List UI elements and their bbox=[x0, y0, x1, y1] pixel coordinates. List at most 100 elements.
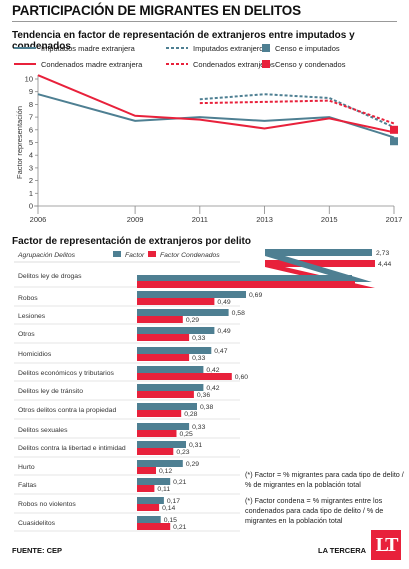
bar-label-factor: 0,38 bbox=[200, 404, 213, 411]
note-factor: (*) Factor = % migrantes para cada tipo … bbox=[245, 470, 404, 489]
bar-factor bbox=[137, 441, 186, 448]
series-line-1 bbox=[37, 93, 395, 139]
bar-condenados-overflow bbox=[265, 260, 375, 267]
bar-label-condenados: 0,12 bbox=[159, 468, 172, 475]
line-chart: Imputados madre extranjera Imputados extr… bbox=[14, 44, 402, 224]
bar-factor bbox=[137, 478, 171, 485]
bar-label-factor: 0,58 bbox=[232, 310, 245, 317]
bar-label-condenados: 0,33 bbox=[192, 335, 205, 342]
bar-label-factor: 2,73 bbox=[376, 250, 389, 257]
y-tick-label: 9 bbox=[29, 87, 33, 96]
y-tick-label: 7 bbox=[29, 113, 33, 122]
series-line-2 bbox=[37, 74, 395, 134]
bar-label-condenados: 0,36 bbox=[197, 392, 210, 399]
x-tick-label: 2013 bbox=[256, 215, 273, 224]
legend-label: Censo y condenados bbox=[275, 60, 346, 69]
y-tick-label: 5 bbox=[29, 138, 33, 147]
bar-condenados bbox=[137, 354, 190, 361]
bar-label-condenados: 0,23 bbox=[176, 449, 189, 456]
bar-label-factor: 0,29 bbox=[186, 461, 199, 468]
bar-chart-title: Factor de representación de extranjeros … bbox=[12, 236, 251, 247]
bar-label-factor: 0,17 bbox=[167, 498, 180, 505]
bar-condenados bbox=[137, 410, 182, 417]
bar-factor bbox=[137, 291, 246, 298]
series-line-3 bbox=[199, 93, 395, 129]
bar-factor bbox=[137, 497, 164, 504]
bar-label-condenados: 0,14 bbox=[162, 505, 175, 512]
bar-condenados bbox=[137, 448, 174, 455]
bar-factor bbox=[137, 366, 204, 373]
bar-factor bbox=[137, 347, 212, 354]
bar-label-condenados: 0,60 bbox=[235, 374, 248, 381]
bar-factor bbox=[137, 327, 215, 334]
bar-label-factor: 0,31 bbox=[189, 442, 202, 449]
category-label: Hurto bbox=[18, 464, 35, 471]
bar-factor bbox=[137, 460, 183, 467]
legend-swatch-factor bbox=[113, 251, 121, 257]
category-label: Lesiones bbox=[18, 313, 46, 320]
source-label: FUENTE: CEP bbox=[12, 546, 63, 555]
bar-factor bbox=[137, 275, 352, 282]
y-tick-label: 2 bbox=[29, 176, 33, 185]
page-title: PARTICIPACIÓN DE MIGRANTES EN DELITOS bbox=[12, 3, 301, 18]
bar-condenados bbox=[137, 298, 215, 305]
y-tick-label: 3 bbox=[29, 163, 33, 172]
bar-label-condenados: 0,21 bbox=[173, 524, 186, 531]
category-label: Faltas bbox=[18, 482, 37, 489]
bar-factor bbox=[137, 516, 161, 523]
bar-label-factor: 0,69 bbox=[249, 292, 262, 299]
category-label: Homicidios bbox=[18, 351, 52, 358]
bar-label-factor: 0,15 bbox=[164, 517, 177, 524]
legend-swatch-3 bbox=[262, 44, 270, 52]
bar-condenados bbox=[137, 391, 194, 398]
bar-label-condenados: 4,44 bbox=[378, 261, 391, 268]
bar-factor bbox=[137, 309, 229, 316]
x-tick-label: 2006 bbox=[30, 215, 47, 224]
bar-label-condenados: 0,25 bbox=[180, 431, 193, 438]
note-factor-condena: (*) Factor condena = % migrantes entre l… bbox=[245, 496, 384, 525]
category-label: Delitos sexuales bbox=[18, 427, 68, 434]
x-tick-label: 2017 bbox=[386, 215, 403, 224]
bar-condenados bbox=[137, 316, 183, 323]
bar-condenados bbox=[137, 485, 155, 492]
bar-condenados bbox=[137, 373, 232, 380]
bar-condenados bbox=[137, 504, 160, 511]
legend-label: Imputados madre extranjera bbox=[41, 44, 136, 53]
bar-factor-overflow bbox=[265, 249, 372, 256]
bar-factor bbox=[137, 384, 204, 391]
category-label: Delitos contra la libertad e intimidad bbox=[18, 445, 126, 452]
legend-label: Censo e imputados bbox=[275, 44, 340, 53]
bar-label-factor: 0,42 bbox=[206, 385, 219, 392]
category-label: Otros bbox=[18, 331, 35, 338]
bar-label-factor: 0,42 bbox=[206, 367, 219, 374]
bar-label-factor: 0,33 bbox=[192, 424, 205, 431]
series-line-4 bbox=[199, 99, 395, 125]
bar-label-factor: 0,21 bbox=[173, 479, 186, 486]
y-tick-label: 4 bbox=[29, 151, 33, 160]
brand-label: LA TERCERA bbox=[318, 546, 367, 555]
legend-label: Imputados extranjeros bbox=[193, 44, 267, 53]
x-tick-label: 2011 bbox=[192, 215, 208, 224]
line-chart-title: Tendencia en factor de representación de… bbox=[12, 30, 355, 52]
y-tick-label: 10 bbox=[25, 75, 33, 84]
series-marker-6 bbox=[390, 125, 398, 134]
y-axis-label: Factor representación bbox=[15, 106, 24, 179]
legend-label: Factor bbox=[125, 252, 145, 259]
legend-label: Condenados madre extranjera bbox=[41, 60, 143, 69]
y-tick-label: 1 bbox=[29, 189, 33, 198]
x-tick-label: 2009 bbox=[127, 215, 144, 224]
bar-condenados bbox=[137, 281, 355, 288]
bar-label-condenados: 0,33 bbox=[192, 355, 205, 362]
bar-condenados bbox=[137, 467, 156, 474]
legend-swatch-condenados bbox=[148, 251, 156, 257]
bar-condenados bbox=[137, 334, 190, 341]
title-divider bbox=[12, 21, 397, 22]
y-tick-label: 0 bbox=[29, 202, 33, 211]
y-tick-label: 8 bbox=[29, 100, 33, 109]
category-header: Agrupación Delitos bbox=[17, 252, 76, 259]
bar-label-condenados: 0,11 bbox=[157, 486, 170, 493]
bar-factor bbox=[137, 423, 190, 430]
legend-swatch-6 bbox=[262, 60, 270, 68]
x-tick-label: 2015 bbox=[321, 215, 338, 224]
